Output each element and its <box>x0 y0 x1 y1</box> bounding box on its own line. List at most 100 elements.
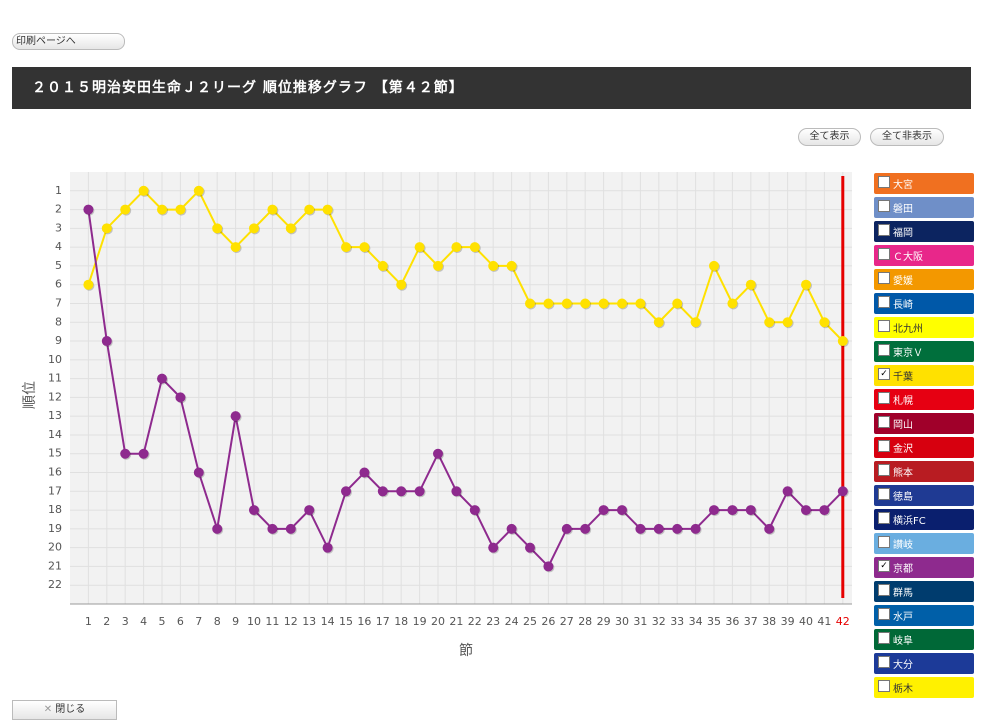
legend-item[interactable]: 福岡 <box>874 221 974 242</box>
legend-item[interactable]: 横浜FC <box>874 509 974 530</box>
x-tick-label: 30 <box>615 615 629 628</box>
legend-checkbox[interactable]: ✓ <box>878 368 890 380</box>
legend-item[interactable]: 北九州 <box>874 317 974 338</box>
point-shadow <box>84 205 95 216</box>
y-tick-label: 5 <box>55 259 62 272</box>
legend-checkbox[interactable]: ✓ <box>878 560 890 572</box>
legend-checkbox[interactable] <box>878 296 890 308</box>
y-tick-label: 2 <box>55 203 62 216</box>
data-point <box>230 411 241 422</box>
legend-item[interactable]: 水戸 <box>874 605 974 626</box>
legend-checkbox[interactable] <box>878 584 890 596</box>
legend-checkbox[interactable] <box>878 440 890 452</box>
data-point <box>451 242 462 253</box>
legend-item[interactable]: 岐阜 <box>874 629 974 650</box>
legend-item[interactable]: 栃木 <box>874 677 974 698</box>
point-shadow <box>176 205 187 216</box>
legend-checkbox[interactable] <box>878 344 890 356</box>
legend-item[interactable]: 大分 <box>874 653 974 674</box>
data-point <box>819 317 830 328</box>
point-shadow <box>342 487 352 498</box>
y-tick-label: 21 <box>48 559 62 572</box>
x-tick-label: 31 <box>633 615 647 628</box>
legend-checkbox[interactable] <box>878 392 890 404</box>
y-tick-label: 17 <box>48 484 62 497</box>
legend-item[interactable]: ✓ 千葉 <box>874 365 974 386</box>
point-shadow <box>286 224 297 235</box>
legend-label: 岐阜 <box>893 636 913 647</box>
point-shadow <box>231 412 242 423</box>
legend-item[interactable]: 岡山 <box>874 413 974 434</box>
legend-checkbox[interactable] <box>878 632 890 644</box>
hide-all-button[interactable]: 全て非表示 <box>870 128 944 146</box>
data-point <box>469 242 480 253</box>
data-point <box>304 505 315 516</box>
data-point <box>157 204 167 215</box>
x-tick-label: 14 <box>321 615 335 628</box>
data-point <box>653 317 664 328</box>
data-point <box>690 523 701 534</box>
point-shadow <box>802 280 812 291</box>
legend-item[interactable]: 東京Ｖ <box>874 341 974 362</box>
print-button[interactable]: 印刷ページへ <box>12 33 125 50</box>
data-point <box>488 260 499 271</box>
data-point <box>267 523 278 534</box>
legend-item[interactable]: 徳島 <box>874 485 974 506</box>
legend-checkbox[interactable] <box>878 416 890 428</box>
legend-checkbox[interactable] <box>878 680 890 692</box>
show-all-button[interactable]: 全て表示 <box>798 128 861 146</box>
legend-checkbox[interactable] <box>878 608 890 620</box>
legend-checkbox[interactable] <box>878 512 890 524</box>
legend-item[interactable]: 群馬 <box>874 581 974 602</box>
legend-checkbox[interactable] <box>878 536 890 548</box>
legend-item[interactable]: 長崎 <box>874 293 974 314</box>
data-point <box>727 298 738 309</box>
legend-checkbox[interactable] <box>878 272 890 284</box>
data-point <box>617 298 627 309</box>
x-tick-label: 5 <box>159 615 166 628</box>
close-button[interactable]: ✕ 閉じる <box>12 700 117 720</box>
legend-checkbox[interactable] <box>878 488 890 500</box>
legend-item[interactable]: 大宮 <box>874 173 974 194</box>
legend-item[interactable]: 愛媛 <box>874 269 974 290</box>
data-point <box>598 505 609 516</box>
x-tick-label: 34 <box>689 615 703 628</box>
point-shadow <box>654 524 665 535</box>
legend-checkbox[interactable] <box>878 248 890 260</box>
legend-item[interactable]: 札幌 <box>874 389 974 410</box>
point-shadow <box>397 280 408 291</box>
data-point <box>635 523 646 534</box>
legend-checkbox[interactable] <box>878 656 890 668</box>
point-shadow <box>838 487 849 498</box>
legend-item[interactable]: 讃岐 <box>874 533 974 554</box>
data-point <box>580 298 591 309</box>
data-point <box>525 542 535 553</box>
data-point <box>304 204 315 215</box>
legend-label: 東京Ｖ <box>893 348 923 359</box>
legend-label: 讃岐 <box>893 540 913 551</box>
point-shadow <box>489 261 500 272</box>
legend-item[interactable]: 磐田 <box>874 197 974 218</box>
point-shadow <box>599 506 610 517</box>
legend-item[interactable]: 金沢 <box>874 437 974 458</box>
data-point <box>488 542 499 553</box>
data-point <box>249 505 259 516</box>
legend-item[interactable]: 熊本 <box>874 461 974 482</box>
point-shadow <box>231 243 242 254</box>
data-point <box>745 279 756 290</box>
y-tick-label: 12 <box>48 390 62 403</box>
legend-checkbox[interactable] <box>878 176 890 188</box>
legend-item[interactable]: Ｃ大阪 <box>874 245 974 266</box>
point-shadow <box>783 318 794 329</box>
point-shadow <box>434 261 444 272</box>
legend-checkbox[interactable] <box>878 224 890 236</box>
data-point <box>157 373 167 384</box>
y-tick-label: 15 <box>48 447 62 460</box>
legend-checkbox[interactable] <box>878 320 890 332</box>
legend-checkbox[interactable] <box>878 200 890 212</box>
legend-item[interactable]: ✓ 京都 <box>874 557 974 578</box>
legend-checkbox[interactable] <box>878 464 890 476</box>
point-shadow <box>654 318 665 329</box>
legend-label: 熊本 <box>893 468 913 479</box>
point-shadow <box>305 205 316 216</box>
